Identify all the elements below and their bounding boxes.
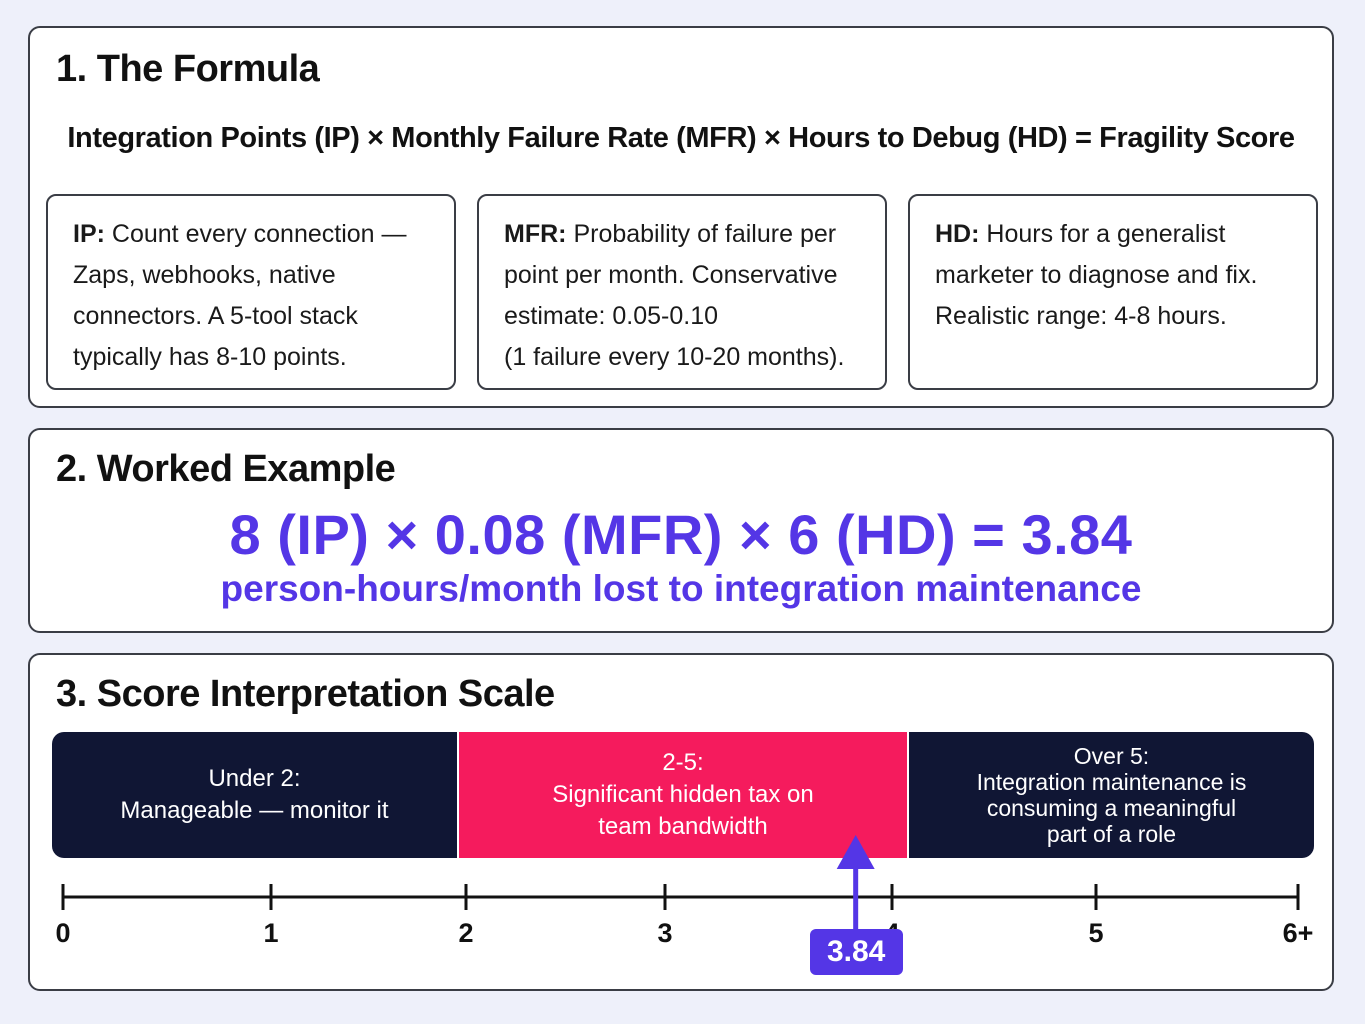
definition-term: HD: [935,220,980,248]
axis-tick-label: 3 [657,918,672,948]
score-marker-label: 3.84 [809,929,903,975]
definition-term: IP: [73,220,105,248]
formula-panel: 1. The Formula Integration Points (IP) ×… [28,26,1334,408]
definition-term: MFR: [504,220,567,248]
formula-text: Integration Points (IP) × Monthly Failur… [67,122,1295,154]
band-description-line: team bandwidth [598,813,768,840]
definition-box-ip: IP: Count every connection — Zaps, webho… [46,194,456,390]
axis-tick-label: 0 [55,918,70,948]
definition-line: connectors. A 5-tool stack [73,302,358,330]
definition-line: point per month. Conservative [504,261,838,289]
definition-line: marketer to diagnose and fix. [935,261,1258,289]
worked-example-panel: 2. Worked Example 8 (IP) × 0.08 (MFR) × … [28,428,1334,633]
band-under-2: Under 2: Manageable — monitor it [52,732,457,858]
section-title-scale: 3. Score Interpretation Scale [56,673,555,715]
score-band-bar: Under 2: Manageable — monitor it 2-5: Si… [52,732,1314,858]
axis-tick-label: 6+ [1283,918,1314,948]
section-title-formula: 1. The Formula [56,48,320,90]
band-range-label: 2-5: [662,749,704,776]
band-range-label: Under 2: [208,765,301,792]
score-marker-arrow [836,835,875,869]
band-description-line: part of a role [1046,821,1177,847]
example-unit-line: person-hours/month lost to integration m… [220,568,1142,609]
band-over-5: Over 5: Integration maintenance is consu… [909,732,1314,858]
band-range-label: Over 5: [1073,743,1150,769]
axis-tick-label: 2 [458,918,473,948]
score-scale-panel: 3. Score Interpretation Scale Under 2: M… [28,653,1334,991]
definition-line: estimate: 0.05-0.10 [504,302,719,330]
band-description-line: Integration maintenance is [976,769,1247,795]
example-equation: 8 (IP) × 0.08 (MFR) × 6 (HD) = 3.84 [229,503,1133,566]
definition-line: Count every connection — [111,220,407,248]
axis-tick-label: 5 [1088,918,1103,948]
definition-line: Zaps, webhooks, native [73,261,336,289]
score-axis: 0123456+ [55,835,1314,948]
band-description-line: Significant hidden tax on [552,781,814,808]
band-description-line: Manageable — monitor it [120,797,389,824]
definition-box-mfr: MFR: Probability of failure per point pe… [477,194,887,390]
axis-tick-label: 1 [263,918,278,948]
band-description-line: consuming a meaningful [986,795,1237,821]
band-2-to-5: 2-5: Significant hidden tax on team band… [457,732,909,858]
definition-box-hd: HD: Hours for a generalist marketer to d… [908,194,1318,390]
definition-line: (1 failure every 10-20 months). [504,343,845,371]
section-title-example: 2. Worked Example [56,448,396,490]
definition-line: typically has 8-10 points. [73,343,347,371]
definition-line: Realistic range: 4-8 hours. [935,302,1227,330]
definition-line: Hours for a generalist [986,220,1226,248]
definition-line: Probability of failure per [573,220,837,248]
